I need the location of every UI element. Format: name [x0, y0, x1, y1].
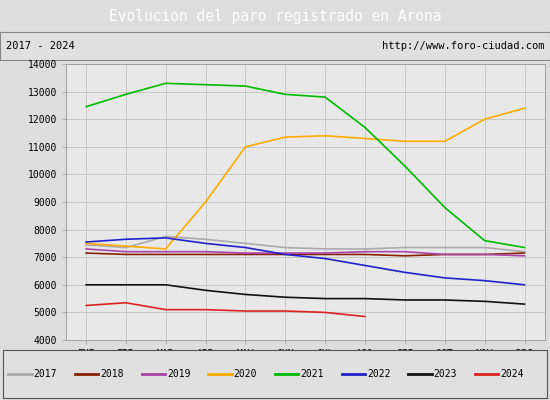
Text: 2017 - 2024: 2017 - 2024 [6, 41, 74, 51]
Text: http://www.foro-ciudad.com: http://www.foro-ciudad.com [382, 41, 544, 51]
Text: 2024: 2024 [500, 369, 524, 379]
Text: 2018: 2018 [100, 369, 124, 379]
Text: 2023: 2023 [434, 369, 457, 379]
Text: 2017: 2017 [34, 369, 57, 379]
Text: 2021: 2021 [300, 369, 324, 379]
Text: 2019: 2019 [167, 369, 190, 379]
Text: Evolucion del paro registrado en Arona: Evolucion del paro registrado en Arona [109, 8, 441, 24]
Text: 2020: 2020 [234, 369, 257, 379]
Text: 2022: 2022 [367, 369, 390, 379]
